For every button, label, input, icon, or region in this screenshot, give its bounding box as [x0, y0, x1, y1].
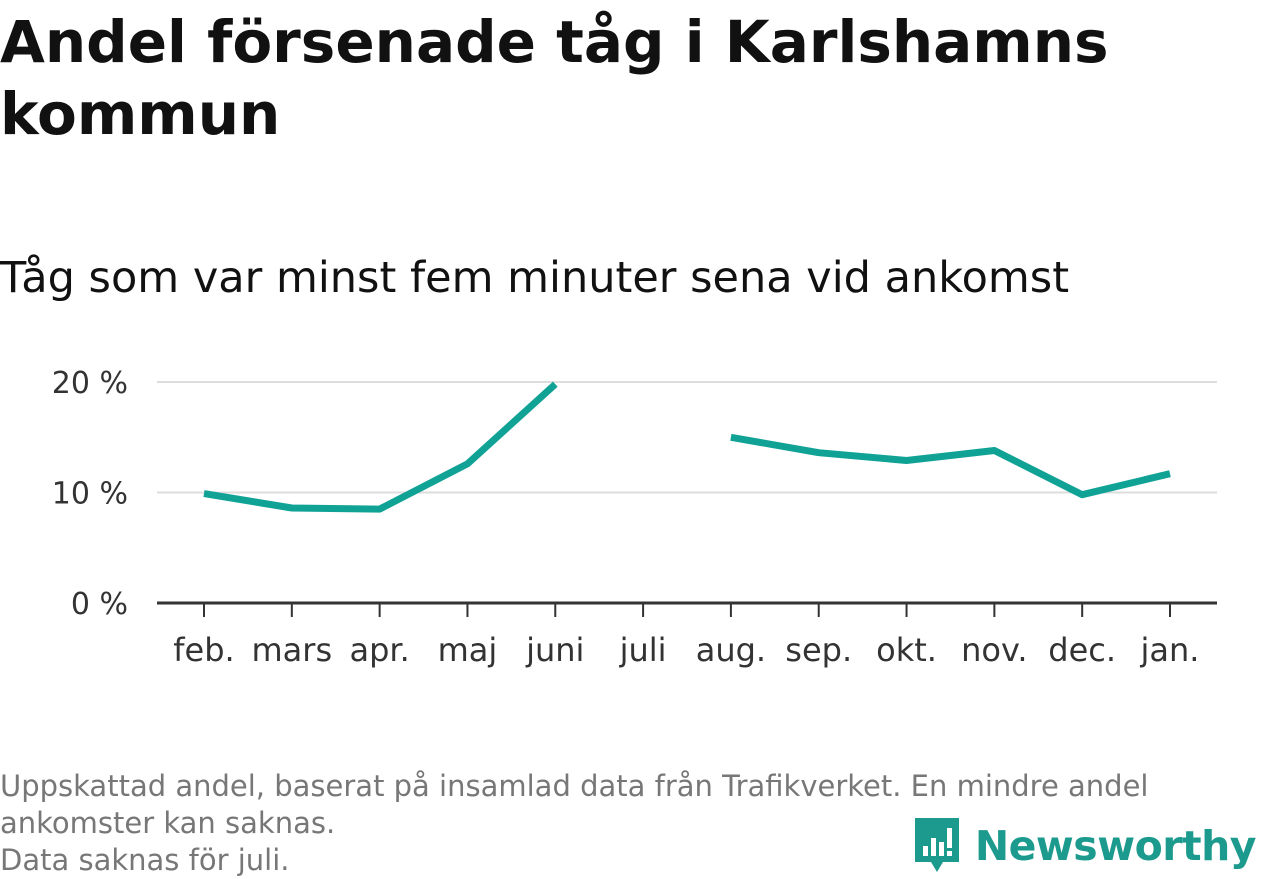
series-line-segment	[730, 433, 1171, 499]
y-tick-label: 20 %	[52, 366, 128, 401]
x-tick-label: feb.	[173, 631, 234, 669]
x-tick-label: juli	[619, 631, 667, 669]
newsworthy-logo-icon	[914, 818, 959, 872]
y-tick-label: 10 %	[52, 477, 128, 512]
y-tick-label: 0 %	[71, 587, 128, 622]
x-tick-label: apr.	[349, 631, 409, 669]
x-tick-label: mars	[252, 631, 333, 669]
footnote: Uppskattad andel, baserat på insamlad da…	[0, 768, 1250, 879]
x-tick-label: nov.	[961, 631, 1027, 669]
grid-lines	[157, 381, 1217, 494]
series-lines	[203, 381, 1171, 513]
x-tick-label: juni	[525, 631, 584, 669]
x-axis-ticks: feb. mars apr. maj juni juli aug. sep. okt. nov. d…	[173, 603, 1199, 669]
x-tick-label: jan.	[1140, 631, 1200, 669]
brand-name: Newsworthy	[974, 822, 1257, 870]
x-tick-label: okt.	[876, 631, 937, 669]
line-chart: 0 % 10 % 20 % feb. mars apr. maj juni juli aug. s…	[52, 366, 1217, 669]
y-axis-ticks: 0 % 10 % 20 %	[52, 366, 128, 622]
x-tick-label: dec.	[1048, 631, 1116, 669]
chart-title: Andel försenade tåg i Karlshamns kommun	[0, 8, 1109, 148]
x-tick-label: aug.	[696, 631, 766, 669]
brand-logo: Newsworthy	[913, 816, 1257, 876]
x-tick-label: maj	[438, 631, 498, 669]
footnote-line: ankomster kan saknas.	[0, 806, 336, 840]
footnote-line: Data saknas för juli.	[0, 843, 290, 877]
footnote-line: Uppskattad andel, baserat på insamlad da…	[0, 769, 1149, 803]
x-tick-label: sep.	[785, 631, 852, 669]
series-line-segment	[203, 381, 558, 513]
chart-subtitle: Tåg som var minst fem minuter sena vid a…	[0, 253, 1070, 303]
